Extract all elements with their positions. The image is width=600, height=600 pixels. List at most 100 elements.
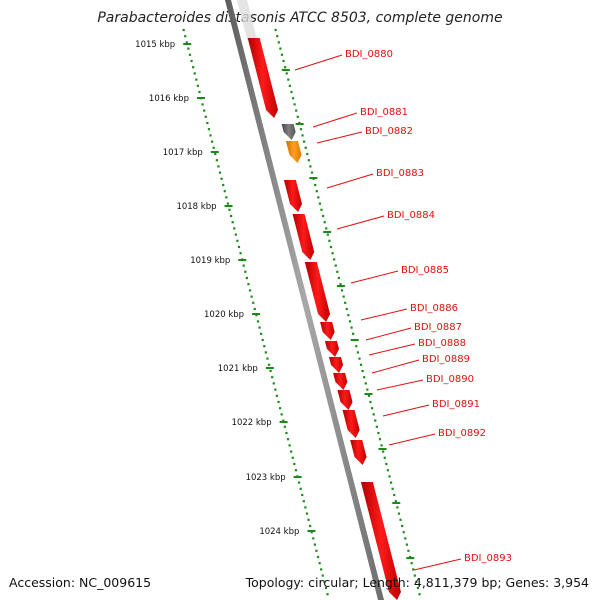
scale-tick-minor — [385, 462, 388, 466]
scale-tick-minor — [239, 252, 242, 255]
gene-arrow-bdi_0893[interactable] — [360, 482, 401, 600]
scale-tick-minor — [334, 264, 337, 267]
scale-tick-minor — [323, 221, 326, 224]
backbone-layer — [225, 0, 384, 600]
scale-tick-minor — [331, 252, 334, 255]
scale-tick-minor — [364, 382, 367, 385]
scale-tick-minor — [372, 413, 375, 416]
scale-tick-minor — [282, 419, 285, 422]
scale-tick-minor — [297, 481, 301, 484]
scale-tick-minor — [304, 146, 307, 149]
scale-tick-minor — [375, 425, 378, 428]
scale-tick-minor — [404, 537, 407, 540]
gene-arrow-bdi_0891[interactable] — [342, 410, 360, 438]
leader-line — [368, 343, 416, 356]
scale-tick-minor — [203, 109, 206, 112]
scale-tick-minor — [218, 171, 222, 174]
scale-tick-minor — [321, 214, 325, 218]
gene-label-bdi_0888: BDI_0888 — [418, 338, 466, 349]
scale-tick-minor — [416, 586, 420, 590]
leader-line — [360, 308, 408, 321]
scale-tick-minor — [347, 314, 350, 317]
gene-label-bdi_0885: BDI_0885 — [401, 265, 449, 276]
gene-arrow-bdi_0884[interactable] — [292, 214, 315, 260]
leaders-layer — [294, 54, 462, 571]
scale-tick-minor — [231, 221, 234, 224]
scale-tick-minor — [377, 431, 380, 435]
scale-tick-minor — [188, 53, 192, 56]
scale-tick-minor — [306, 152, 309, 156]
scale-tick-minor — [359, 363, 363, 366]
gene-arrow-bdi_0880[interactable] — [247, 38, 279, 118]
gene-arrow-bdi_0882[interactable] — [285, 141, 302, 163]
gene-arrow-bdi_0887[interactable] — [324, 341, 339, 357]
scale-tick-minor — [190, 59, 193, 63]
scale-tick-minor — [290, 450, 293, 453]
gene-label-bdi_0881: BDI_0881 — [360, 107, 408, 118]
gene-arrow-bdi_0886[interactable] — [320, 322, 335, 340]
scale-tick-minor — [182, 28, 185, 32]
scale-tick-minor — [274, 28, 277, 32]
gene-arrow-bdi_0881[interactable] — [281, 124, 296, 140]
scale-tick-minor — [301, 493, 304, 497]
gene-arrow-bdi_0885[interactable] — [304, 262, 331, 322]
scale-tick-minor — [318, 562, 321, 565]
scale-label: 1020 kbp — [204, 310, 244, 320]
gene-arrow-bdi_0889[interactable] — [333, 373, 348, 390]
scale-tick-minor — [252, 301, 255, 304]
scale-tick-minor — [405, 543, 408, 546]
scale-tick-minor — [288, 444, 291, 447]
scale-tick-minor — [324, 586, 328, 590]
scale-tick-minor — [291, 97, 295, 100]
scale-tick-minor — [326, 593, 329, 596]
scale-tick-minor — [407, 549, 410, 552]
scale-tick-minor — [206, 121, 209, 125]
gene-arrow-bdi_0890[interactable] — [337, 390, 353, 410]
scale-tick-minor — [260, 332, 263, 335]
scale-tick-minor — [272, 382, 275, 385]
scale-tick-minor — [195, 78, 198, 81]
scale-tick-minor — [305, 512, 309, 515]
genes-layer[interactable] — [247, 38, 401, 600]
gene-label-bdi_0891: BDI_0891 — [432, 399, 480, 410]
scale-tick-minor — [310, 171, 314, 174]
scale-tick-minor — [247, 283, 250, 286]
scale-label: 1019 kbp — [190, 256, 230, 266]
scale-tick-minor — [217, 165, 220, 168]
scale-tick-minor — [393, 493, 396, 497]
scale-label: 1017 kbp — [163, 148, 203, 158]
gene-arrow-bdi_0892[interactable] — [350, 440, 367, 465]
scale-tick-minor — [321, 574, 324, 577]
scale-label: 1024 kbp — [259, 527, 299, 537]
scale-label: 1015 kbp — [135, 40, 175, 50]
scale-tick-minor — [309, 165, 312, 168]
scale-label: 1016 kbp — [149, 94, 189, 104]
scale-tick-minor — [342, 295, 345, 298]
scale-tick-minor — [288, 84, 291, 87]
leader-line — [371, 359, 420, 374]
scale-tick-minor — [294, 469, 298, 472]
scale-tick-minor — [318, 202, 322, 205]
scale-tick-minor — [274, 388, 277, 391]
scale-tick-minor — [348, 320, 352, 323]
scale-tick-minor — [209, 134, 212, 137]
scale-tick-minor — [358, 357, 361, 360]
scale-tick-minor — [193, 72, 196, 75]
gene-arrow-bdi_0883[interactable] — [283, 180, 303, 212]
gene-arrow-bdi_0888[interactable] — [329, 357, 344, 373]
gene-label-bdi_0883: BDI_0883 — [376, 168, 424, 179]
scale-tick-minor — [285, 72, 288, 75]
scale-tick-minor — [314, 183, 317, 187]
scale-tick-minor — [310, 531, 313, 534]
scale-tick-minor — [280, 53, 284, 56]
scale-tick-minor — [315, 549, 318, 552]
scale-tick-minor — [277, 41, 280, 44]
scale-tick-minor — [337, 276, 340, 280]
scale-tick-minor — [234, 233, 237, 236]
scale-ticks-layer: 1015 kbp 1016 kbp 1017 kbp 1018 kbp 1019 kbp… — [135, 28, 421, 596]
scale-tick-minor — [256, 320, 260, 323]
scale-tick-minor — [214, 152, 217, 156]
scale-tick-minor — [267, 363, 271, 366]
scale-tick-minor — [315, 190, 318, 193]
